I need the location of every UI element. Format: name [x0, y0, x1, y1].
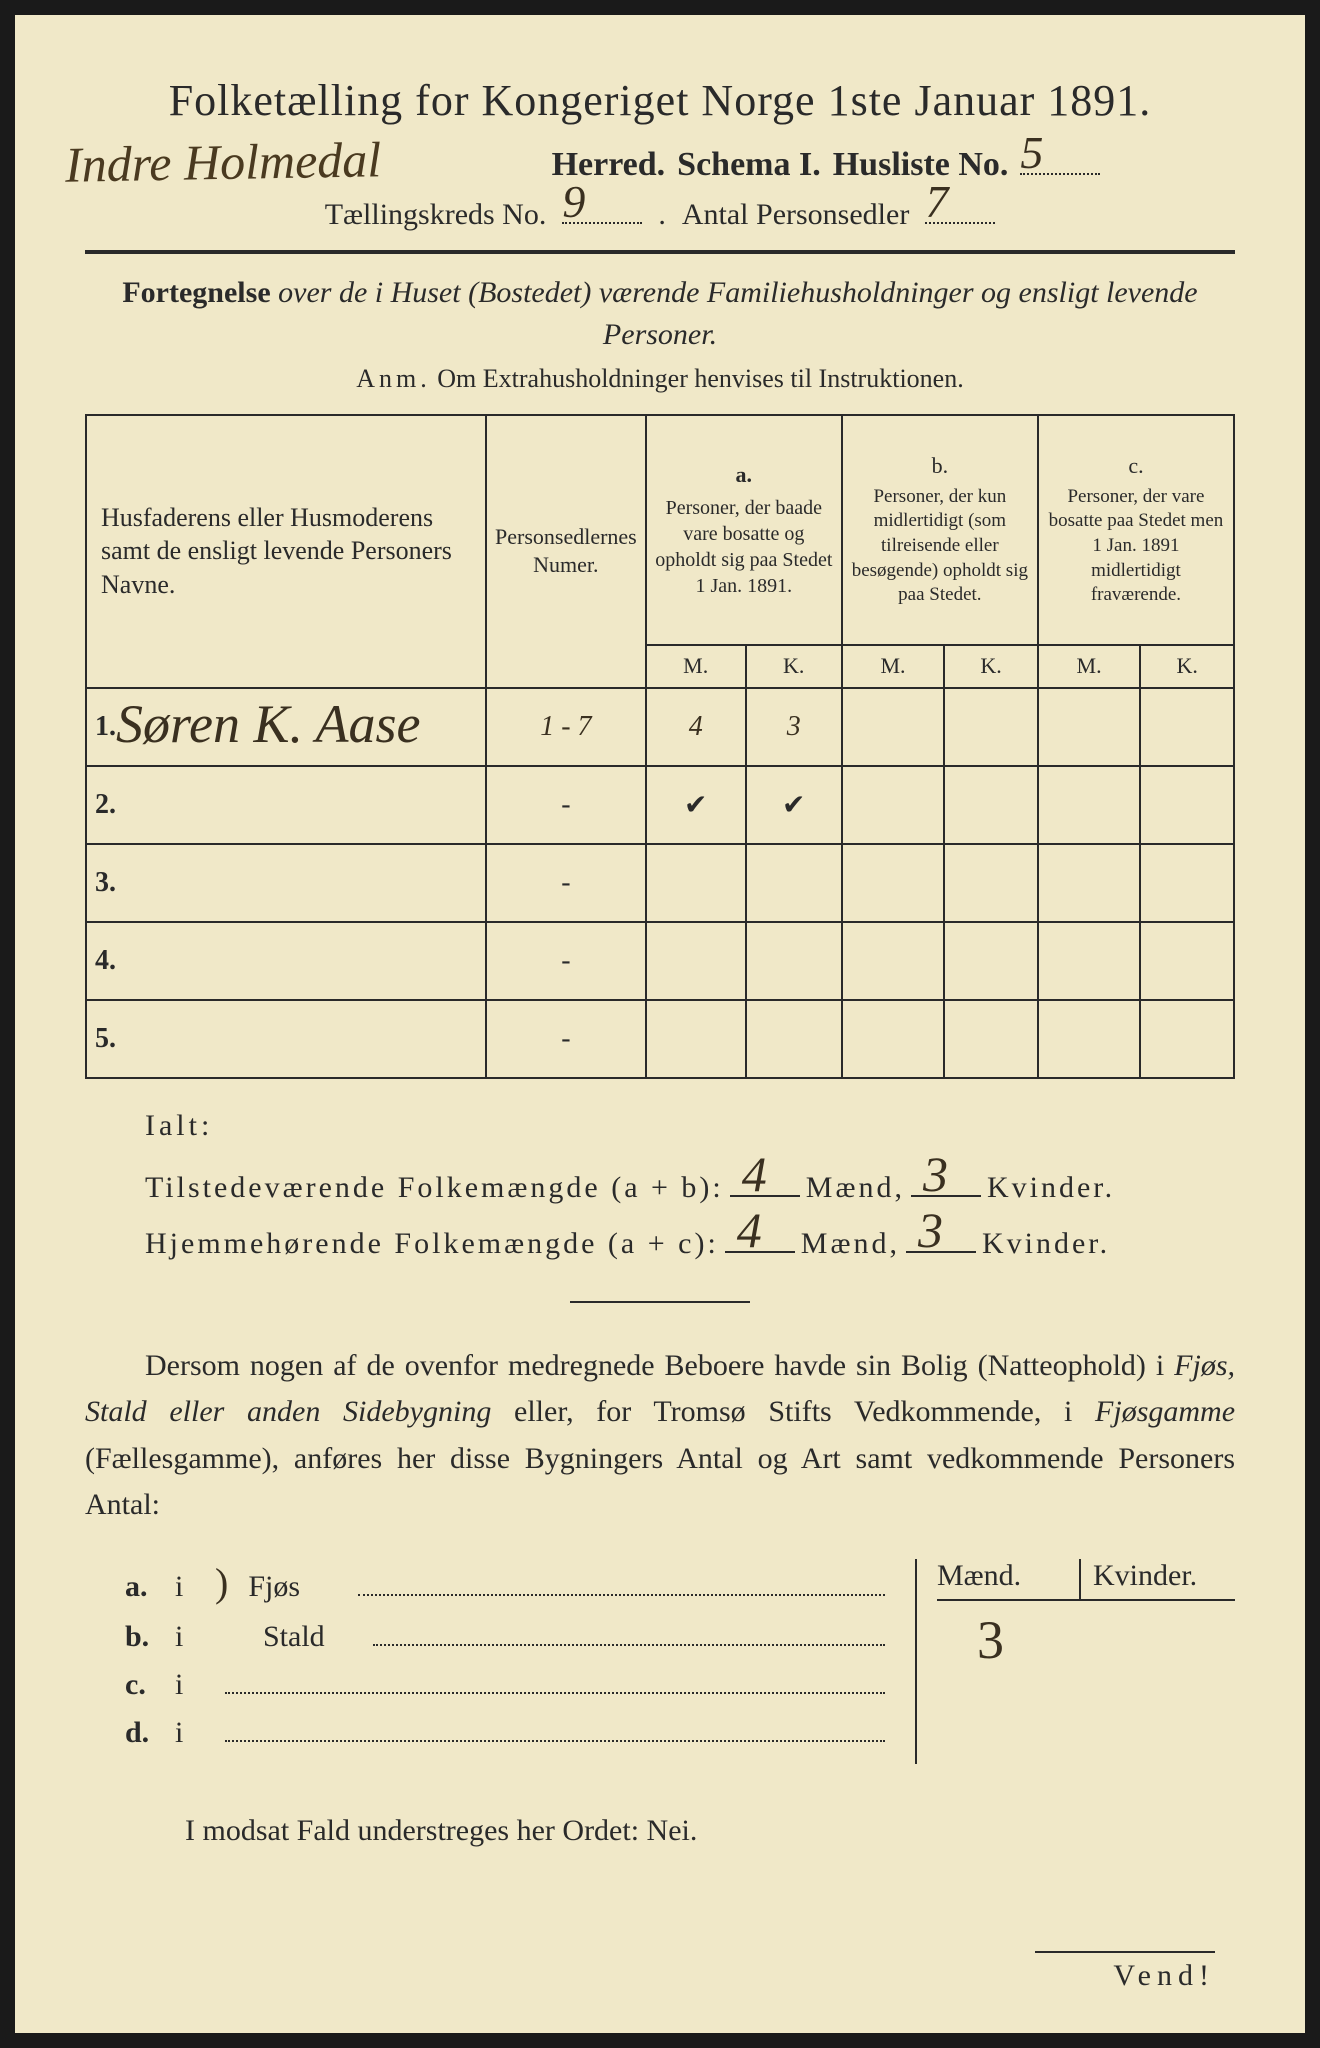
kreds-label: Tællingskreds No. — [325, 198, 547, 232]
anm-line: Anm. Om Extrahusholdninger henvises til … — [85, 364, 1235, 394]
divider — [85, 250, 1235, 254]
anm-text: Om Extrahusholdninger henvises til Instr… — [437, 364, 963, 393]
husliste-no-value: 5 — [1020, 126, 1043, 179]
personsedler-field: 7 — [925, 196, 995, 224]
table-row: 1. Søren K. Aase 1 - 7 4 3 — [86, 688, 1234, 766]
row1-aM: 4 — [646, 688, 746, 766]
explanatory-paragraph: Dersom nogen af de ovenfor medregnede Be… — [85, 1343, 1235, 1529]
ialt-label: Ialt: — [145, 1109, 1235, 1143]
sum-line-2: Hjemmehørende Folkemængde (a + c): 4 Mæn… — [145, 1223, 1235, 1261]
subtitle-bold: Fortegnelse — [122, 276, 270, 309]
page-title: Folketælling for Kongeriget Norge 1ste J… — [85, 75, 1235, 126]
vend-label: Vend! — [1035, 1951, 1215, 1993]
building-row-b: b. i Stald — [125, 1620, 885, 1654]
kreds-no-value: 9 — [562, 175, 585, 228]
col-c-k: K. — [1140, 645, 1234, 688]
building-row-d: d. i — [125, 1716, 885, 1750]
personsedler-value: 7 — [925, 175, 948, 228]
subtitle: Fortegnelse over de i Huset (Bostedet) v… — [85, 272, 1235, 356]
header-line-2: Tællingskreds No. 9 . Antal Personsedler… — [85, 196, 1235, 232]
ialt-section: Ialt: Tilstedeværende Folkemængde (a + b… — [145, 1109, 1235, 1261]
col-c-m: M. — [1038, 645, 1140, 688]
row1-aK: 3 — [746, 688, 842, 766]
col-c: c. Personer, der vare bosatte paa Stedet… — [1038, 415, 1234, 645]
sum-line-1: Tilstedeværende Folkemængde (a + b): 4 M… — [145, 1167, 1235, 1205]
husliste-label: Husliste No. — [833, 146, 1009, 184]
husliste-no-field: 5 — [1020, 147, 1100, 175]
modsat-line: I modsat Fald understreges her Ordet: Ne… — [185, 1814, 1235, 1848]
row1-numer: 1 - 7 — [486, 688, 646, 766]
col-numer: Personsedlernes Numer. — [486, 415, 646, 688]
col-a-m: M. — [646, 645, 746, 688]
anm-label: Anm. — [356, 364, 431, 393]
mk-maend-label: Mænd. — [937, 1559, 1081, 1601]
kreds-no-field: 9 — [562, 196, 642, 224]
building-list: a. i ) Fjøs b. i Stald c. i d. i — [125, 1559, 885, 1764]
main-table: Husfaderens eller Husmoderens samt de en… — [85, 414, 1235, 1079]
col-b-k: K. — [944, 645, 1038, 688]
col-names: Husfaderens eller Husmoderens samt de en… — [86, 415, 486, 688]
table-row: 2. - ✔ ✔ — [86, 766, 1234, 844]
table-row: 5. - — [86, 1000, 1234, 1078]
table-row: 3. - — [86, 844, 1234, 922]
building-row-c: c. i — [125, 1668, 885, 1702]
building-row-a: a. i ) Fjøs — [125, 1559, 885, 1606]
mk-box: Mænd. Kvinder. 3 — [915, 1559, 1235, 1764]
personsedler-label: Antal Personsedler — [682, 198, 909, 232]
short-divider — [570, 1301, 750, 1303]
census-form-page: Folketælling for Kongeriget Norge 1ste J… — [15, 15, 1305, 2033]
row1-name: Søren K. Aase — [116, 693, 421, 755]
col-a-k: K. — [746, 645, 842, 688]
col-b: b. Personer, der kun midlertidigt (som t… — [842, 415, 1038, 645]
schema-label: Schema I. — [677, 146, 821, 184]
herred-handwritten: Indre Holmedal — [65, 130, 382, 194]
subtitle-rest: over de i Huset (Bostedet) værende Famil… — [271, 276, 1198, 351]
col-a: a. Personer, der baade vare bosatte og o… — [646, 415, 842, 645]
mk-maend-value: 3 — [937, 1601, 1235, 1671]
table-row: 4. - — [86, 922, 1234, 1000]
mk-kvinder-label: Kvinder. — [1081, 1559, 1235, 1601]
col-b-m: M. — [842, 645, 944, 688]
building-section: a. i ) Fjøs b. i Stald c. i d. i — [125, 1559, 1235, 1764]
